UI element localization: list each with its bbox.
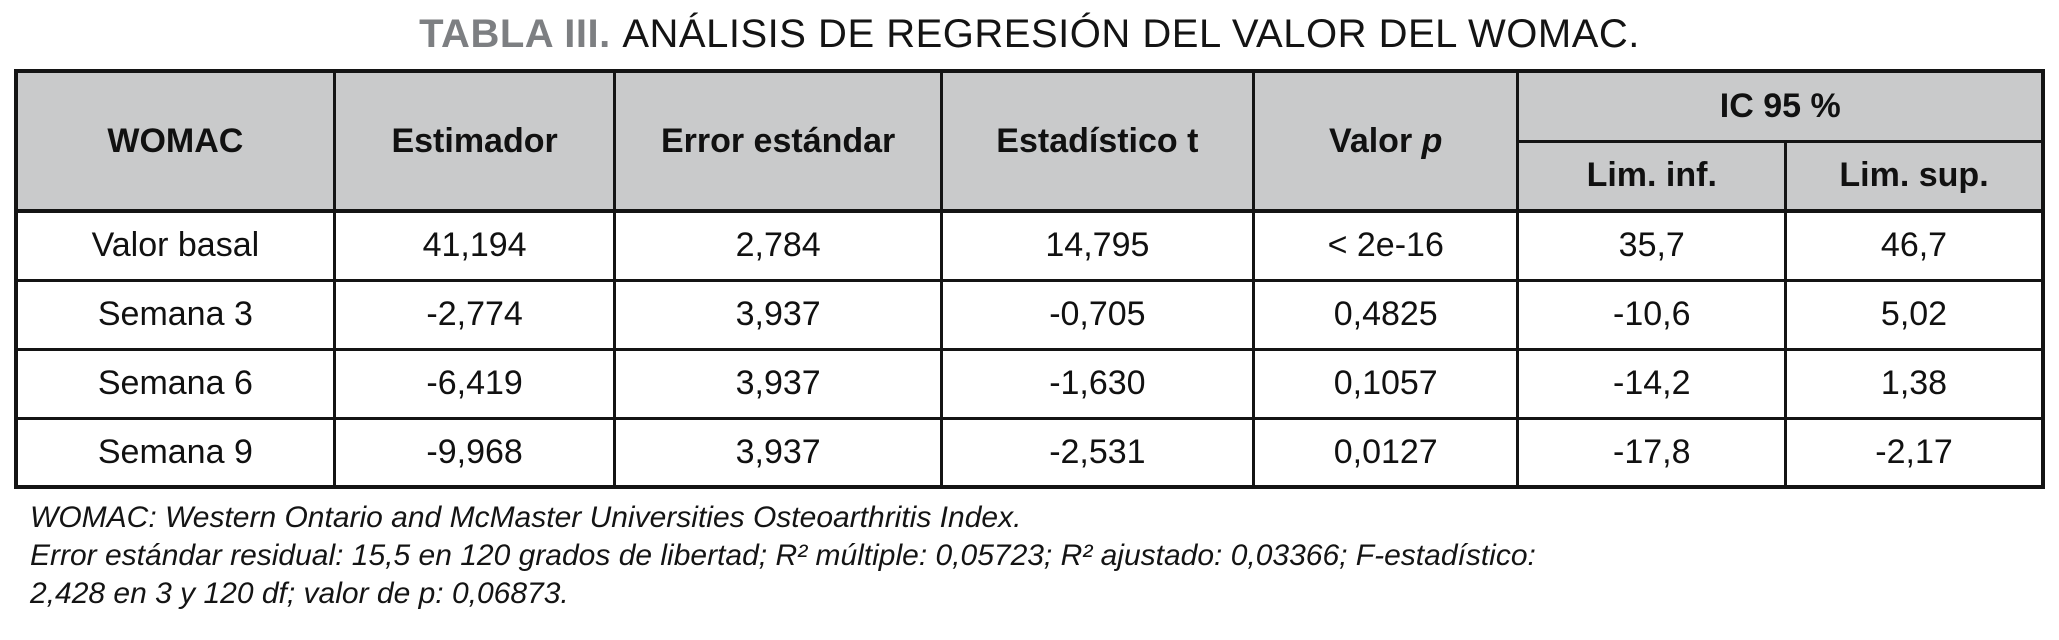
table-row-semana-6: Semana 6 -6,419 3,937 -1,630 0,1057 -14,…: [14, 347, 2045, 420]
table-cell: -6,419: [332, 347, 617, 420]
table-footnotes: WOMAC: Western Ontario and McMaster Univ…: [30, 499, 2045, 613]
table-cell: -9,968: [332, 416, 617, 489]
table-cell: < 2e-16: [1251, 209, 1520, 282]
table-cell: -1,630: [939, 347, 1255, 420]
table-header: WOMAC Estimador Error estándar Estadísti…: [14, 69, 2045, 213]
table-cell: 5,02: [1784, 278, 2045, 351]
table-body: Valor basal 41,194 2,784 14,795 < 2e-16 …: [14, 209, 2045, 489]
valor-p-symbol: p: [1421, 121, 1443, 160]
table-cell: Semana 3: [14, 278, 336, 351]
table-cell: -2,17: [1784, 416, 2045, 489]
table-cell: 14,795: [939, 209, 1255, 282]
regression-table: WOMAC Estimador Error estándar Estadísti…: [14, 69, 2045, 489]
col-header-lim-sup: Lim. sup.: [1784, 139, 2045, 213]
table-title-text: ANÁLISIS DE REGRESIÓN DEL VALOR DEL WOMA…: [622, 12, 1640, 56]
header-row-sub: Lim. inf. Lim. sup.: [16, 139, 2045, 213]
header-row-top: WOMAC Estimador Error estándar Estadísti…: [14, 69, 2045, 213]
valor-p-prefix: Valor: [1329, 121, 1413, 160]
table-cell: 3,937: [613, 278, 943, 351]
table-title: TABLA III. ANÁLISIS DE REGRESIÓN DEL VAL…: [14, 12, 2045, 57]
table-row-semana-9: Semana 9 -9,968 3,937 -2,531 0,0127 -17,…: [14, 416, 2045, 489]
col-header-ic95: IC 95 %: [1516, 69, 2045, 143]
table-cell: 35,7: [1516, 209, 1788, 282]
col-header-lim-inf: Lim. inf.: [1516, 139, 1788, 213]
table-cell: -14,2: [1516, 347, 1788, 420]
table-cell: 3,937: [613, 347, 943, 420]
table-cell: -2,531: [939, 416, 1255, 489]
table-cell: 46,7: [1784, 209, 2045, 282]
table-cell: 0,4825: [1251, 278, 1520, 351]
table-cell: Semana 6: [14, 347, 336, 420]
table-cell: Semana 9: [14, 416, 336, 489]
table-cell: 0,1057: [1251, 347, 1520, 420]
footnote-womac-definition: WOMAC: Western Ontario and McMaster Univ…: [30, 501, 1022, 534]
col-header-womac: WOMAC: [14, 69, 336, 213]
col-header-valor-p: Valor p: [1251, 69, 1520, 213]
col-header-estimador: Estimador: [332, 69, 617, 213]
table-title-number: TABLA III.: [419, 12, 611, 56]
footnote-model-stats-line1: Error estándar residual: 15,5 en 120 gra…: [30, 539, 1536, 572]
table-cell: 0,0127: [1251, 416, 1520, 489]
table-cell: 1,38: [1784, 347, 2045, 420]
table-cell: 41,194: [332, 209, 617, 282]
table-cell: -0,705: [939, 278, 1255, 351]
table-cell: Valor basal: [14, 209, 336, 282]
table-cell: -10,6: [1516, 278, 1788, 351]
col-header-estadistico-t: Estadístico t: [939, 69, 1255, 213]
table-row-valor-basal: Valor basal 41,194 2,784 14,795 < 2e-16 …: [14, 209, 2045, 282]
table-cell: -2,774: [332, 278, 617, 351]
footnote-model-stats-line2: 2,428 en 3 y 120 df; valor de p: 0,06873…: [30, 577, 569, 610]
table-cell: 2,784: [613, 209, 943, 282]
table-cell: 3,937: [613, 416, 943, 489]
table-row-semana-3: Semana 3 -2,774 3,937 -0,705 0,4825 -10,…: [14, 278, 2045, 351]
table-cell: -17,8: [1516, 416, 1788, 489]
col-header-error-estandar: Error estándar: [613, 69, 943, 213]
